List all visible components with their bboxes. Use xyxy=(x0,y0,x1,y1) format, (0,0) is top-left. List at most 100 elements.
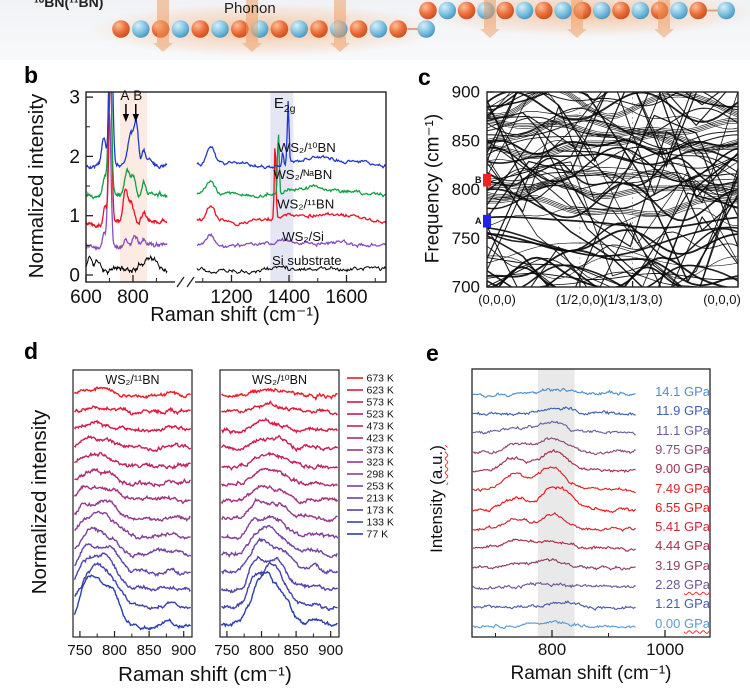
pressure-unit: GPa xyxy=(683,441,710,457)
pressure-spectrum-line xyxy=(472,538,636,552)
legend-label: 523 K xyxy=(367,409,394,421)
pressure-unit: GPa xyxy=(683,480,710,496)
phonon-bands xyxy=(487,92,738,287)
temperature-spectrum-line xyxy=(221,497,338,523)
nitrogen-atom xyxy=(717,1,735,20)
nitrogen-atom xyxy=(369,20,388,38)
legend-label: 623 K xyxy=(367,385,394,397)
legend-label: 673 K xyxy=(367,373,394,385)
down-arrow-icon xyxy=(122,114,130,122)
temperature-spectrum-line xyxy=(73,434,192,453)
pressure-spectrum-line xyxy=(472,620,636,629)
temperature-spectrum-line xyxy=(74,467,191,488)
spectrum-line xyxy=(196,265,386,275)
series-label: WS₂/Si xyxy=(282,229,324,244)
x-tick-label: 800 xyxy=(249,642,274,659)
highlight-band xyxy=(120,92,148,282)
plot-frame xyxy=(471,368,711,638)
down-arrow-icon xyxy=(132,114,139,122)
legend-label: 323 K xyxy=(367,457,394,469)
boron-atom xyxy=(231,20,249,38)
legend-label: 77 K xyxy=(367,529,389,541)
pressure-label: 5.41 GPa xyxy=(655,519,710,535)
x-tick-label: 800 xyxy=(102,642,127,659)
panel-letter-d: d xyxy=(24,338,39,364)
nitrogen-atom xyxy=(554,1,572,20)
pressure-label: 11.9 GPa xyxy=(656,403,710,419)
pressure-spectrum-line xyxy=(472,387,636,398)
mode-marker-label: B xyxy=(475,175,482,185)
y-tick-label: 2 xyxy=(69,147,80,168)
temperature-spectrum-line xyxy=(220,514,339,541)
nitrogen-atom xyxy=(171,20,190,38)
temperature-spectrum-line xyxy=(221,537,339,576)
pressure-unit: GPa xyxy=(683,519,710,535)
kpoint-label: (0,0,0) xyxy=(478,292,516,307)
panel-a-illustration: ¹⁰BN(¹¹BN) Phonon xyxy=(0,0,750,60)
spectrum-line xyxy=(196,148,386,227)
spectrum-line xyxy=(86,92,168,200)
spectrum-line xyxy=(86,92,168,170)
spectrum-line xyxy=(196,134,386,199)
x-tick-label: 800 xyxy=(538,640,566,659)
x-tick-label: 600 xyxy=(70,287,102,308)
temperature-spectrum-line xyxy=(220,484,339,505)
legend-label: 573 K xyxy=(367,397,394,409)
panel-b-raman-spectra: b Normalized intensity 600 800 1200 1400 160… xyxy=(18,62,410,338)
pressure-label: 4.44 GPa xyxy=(655,538,710,554)
boron-atom xyxy=(419,1,437,20)
temperature-spectrum-line xyxy=(220,434,339,453)
series-label: WS₂/¹¹BN xyxy=(277,196,334,211)
panel-d-x-axis-label: Raman shift (cm⁻¹) xyxy=(118,663,292,686)
legend-label: 373 K xyxy=(367,445,394,457)
pressure-label: 14.1 GPa xyxy=(655,384,710,399)
x-tick-label: 1200 xyxy=(210,287,252,308)
temperature-spectrum-line xyxy=(74,510,191,540)
pressure-spectrum-line xyxy=(472,448,636,474)
highlight-band xyxy=(537,369,575,637)
plot-frame xyxy=(219,369,340,638)
x-tick-label: 750 xyxy=(67,642,92,659)
temperature-spectrum-line xyxy=(220,555,339,594)
legend-label: 298 K xyxy=(367,469,394,481)
x-tick-label: 1600 xyxy=(325,287,367,308)
nitrogen-atom xyxy=(417,20,436,38)
boron-atom xyxy=(112,20,130,38)
panel-d-temperature-spectra: d Normalized intensity WS₂/¹¹BN 750 800 850… xyxy=(18,338,418,700)
panel-b-x-axis-label: Raman shift (cm⁻¹) xyxy=(150,304,320,326)
boron-atom xyxy=(535,1,553,20)
spectrum-line xyxy=(86,113,168,251)
pressure-unit: GPa xyxy=(683,499,710,515)
mode-marker-A xyxy=(483,214,491,228)
phonon-arrow-icon xyxy=(654,0,674,38)
y-tick-label: 750 xyxy=(452,229,480,248)
pressure-spectrum-line xyxy=(472,486,637,514)
x-tick-label: 750 xyxy=(214,642,239,659)
x-tick-label: 1000 xyxy=(646,640,684,659)
boron-atom xyxy=(310,20,328,38)
temperature-spectrum-line xyxy=(221,387,338,402)
temperature-spectrum-line xyxy=(220,570,338,628)
pressure-spectrum-line xyxy=(472,437,636,456)
phonon-arrow-icon xyxy=(242,0,262,52)
boron-atom xyxy=(349,20,368,38)
pressure-label: 2.28 GPa xyxy=(655,577,710,592)
pressure-spectrum-line xyxy=(472,557,636,571)
panel-c-plot: B A 700 750 800 850 900 (0,0,0) (1/2,0,0) (1/3,1/… xyxy=(452,83,741,308)
pressure-unit: GPa xyxy=(683,461,710,477)
nitrogen-atom xyxy=(592,1,611,20)
pressure-label: 1.21 GPa xyxy=(655,596,710,612)
series-label: Si substrate xyxy=(272,253,342,268)
pressure-spectrum-line xyxy=(472,406,636,417)
y-tick-label: 850 xyxy=(452,131,480,150)
temperature-spectrum-line xyxy=(220,524,338,558)
intensity-label-text: Intensity xyxy=(427,484,446,553)
plot-frame xyxy=(72,369,193,638)
temperature-spectrum-line xyxy=(74,561,192,611)
pressure-label: 7.49 GPa xyxy=(655,480,710,496)
nitrogen-atom xyxy=(132,20,150,38)
y-tick-label: 800 xyxy=(452,180,480,199)
x-tick-label: 900 xyxy=(171,642,196,659)
temperature-spectrum-line xyxy=(73,386,191,400)
